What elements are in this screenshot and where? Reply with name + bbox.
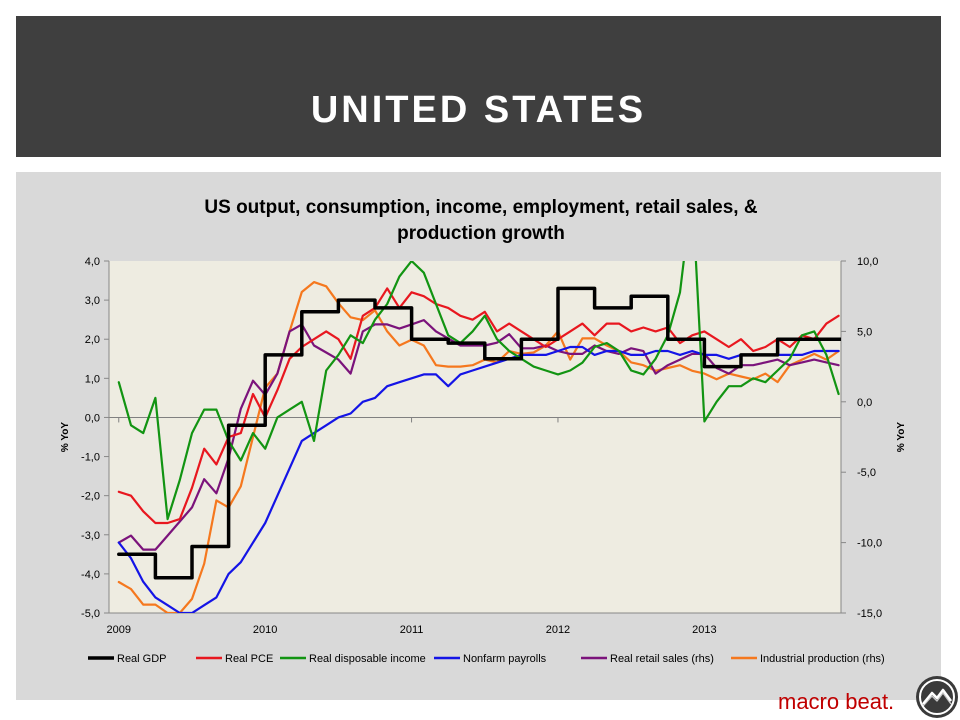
- series-line-real-gdp: [117, 286, 841, 580]
- series-line-real-retail-sales-rhs: [117, 319, 840, 551]
- legend-label-real-disposable-income: Real disposable income: [309, 653, 426, 665]
- x-axis: 2009 2010 2011 2012 2013: [107, 416, 841, 636]
- legend-label-real-retail-sales-rhs: Real retail sales (rhs): [610, 653, 714, 665]
- legend-label-industrial-production-rhs: Industrial production (rhs): [760, 653, 885, 665]
- right-axis-tick-label: -5,0: [857, 467, 876, 479]
- series-line-nonfarm-payrolls: [117, 345, 840, 613]
- chart-title-line-2: production growth: [397, 223, 565, 244]
- chart-panel: US output, consumption, income, employme…: [16, 172, 941, 700]
- series-lines: [117, 261, 841, 613]
- left-axis-tick-label: 1,0: [85, 373, 100, 385]
- right-axis-tick-label: 10,0: [857, 256, 878, 268]
- left-axis-tick-label: -5,0: [81, 608, 100, 620]
- left-axis-tick-label: 2,0: [85, 334, 100, 346]
- left-axis-tick-label: 0,0: [85, 412, 100, 424]
- x-axis-tick-label: 2009: [107, 624, 131, 636]
- mountain-logo-icon[interactable]: [915, 675, 959, 719]
- line-chart: US output, consumption, income, employme…: [60, 197, 907, 665]
- right-axis-tick-label: -10,0: [857, 538, 882, 550]
- right-axis-tick-label: -15,0: [857, 608, 882, 620]
- chart-title-line-1: US output, consumption, income, employme…: [204, 197, 757, 218]
- x-axis-tick-label: 2010: [253, 624, 277, 636]
- left-axis-tick-label: -1,0: [81, 452, 100, 464]
- left-axis-label: % YoY: [60, 422, 71, 453]
- plot-area: [109, 261, 841, 613]
- right-axis-tick-label: 0,0: [857, 397, 872, 409]
- left-axis-tick-label: -3,0: [81, 530, 100, 542]
- right-axis: 10,0 5,0 0,0 -5,0 -10,0 -15,0 % YoY: [840, 256, 907, 620]
- legend-label-real-gdp: Real GDP: [117, 653, 167, 665]
- legend: Real GDP Real PCE Real disposable income No…: [88, 653, 885, 665]
- right-axis-tick-label: 5,0: [857, 326, 872, 338]
- series-line-real-pce: [117, 287, 840, 525]
- x-axis-tick-label: 2012: [546, 624, 570, 636]
- left-axis-tick-label: 4,0: [85, 256, 100, 268]
- left-axis: 4,0 3,0 2,0 1,0 0,0 -1,0 -2,0 -3,0 -4,0 -5,0 % YoY: [60, 256, 110, 620]
- title-banner: UNITED STATES: [16, 16, 941, 157]
- left-axis-tick-label: 3,0: [85, 295, 100, 307]
- series-line-industrial-production-rhs: [117, 280, 840, 613]
- x-axis-tick-label: 2011: [400, 624, 424, 636]
- legend-label-real-pce: Real PCE: [225, 653, 273, 665]
- series-line-real-disposable-income: [117, 261, 840, 521]
- right-axis-label: % YoY: [896, 422, 907, 453]
- brand-name: macro beat.: [778, 689, 895, 714]
- legend-label-nonfarm-payrolls: Nonfarm payrolls: [463, 653, 547, 665]
- page-title: UNITED STATES: [310, 89, 647, 131]
- left-axis-tick-label: -2,0: [81, 491, 100, 503]
- left-axis-tick-label: -4,0: [81, 569, 100, 581]
- x-axis-tick-label: 2013: [692, 624, 716, 636]
